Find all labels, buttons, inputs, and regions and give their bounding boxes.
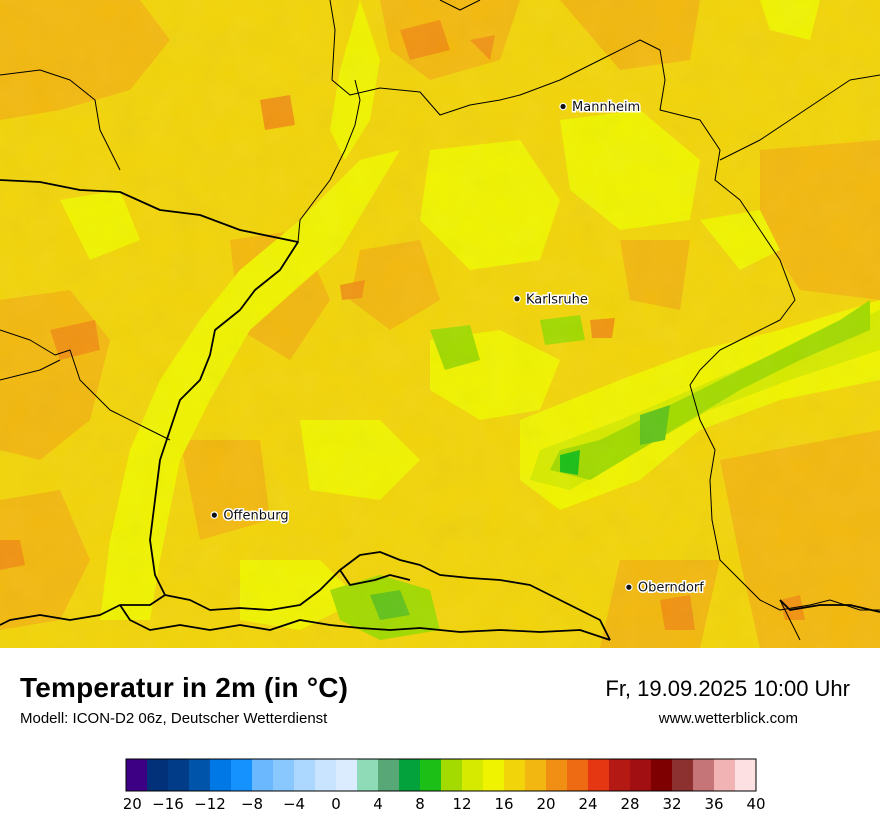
legend-swatch xyxy=(252,759,274,791)
city-label: Oberndorf xyxy=(638,581,704,596)
legend-swatch xyxy=(609,759,631,791)
legend-tick-label: −12 xyxy=(194,795,226,813)
legend-swatch xyxy=(357,759,379,791)
legend-swatch xyxy=(378,759,400,791)
legend-swatch xyxy=(567,759,589,791)
legend-tick-label: −8 xyxy=(241,795,263,813)
temperature-map[interactable]: MannheimMannheimMosbachMosbachHeilbronnH… xyxy=(0,0,880,648)
legend-swatch xyxy=(588,759,610,791)
legend-swatch xyxy=(714,759,736,791)
legend-swatch xyxy=(168,759,190,791)
legend-tick-label: 12 xyxy=(452,795,471,813)
legend-tick-label: 40 xyxy=(746,795,765,813)
temp-field-texture xyxy=(0,0,880,648)
legend-swatch xyxy=(483,759,505,791)
city-label-halo: Offenburg xyxy=(223,509,288,524)
legend-swatch xyxy=(210,759,232,791)
legend-swatch xyxy=(399,759,421,791)
city-label: Karlsruhe xyxy=(526,292,588,307)
legend-tick-label: 4 xyxy=(373,795,383,813)
map-title: Temperatur in 2m (in °C) xyxy=(20,672,349,703)
legend-tick-label: −20 xyxy=(124,795,142,813)
legend-swatch xyxy=(315,759,337,791)
city-label-halo: Oberndorf xyxy=(638,581,704,596)
color-legend: −20 −16 −12 −8 −4 0 4 8 12 16 20 24 28 32 36 40 xyxy=(124,758,766,813)
legend-swatch xyxy=(651,759,673,791)
legend-tick-label: 0 xyxy=(331,795,341,813)
legend-swatch xyxy=(441,759,463,791)
legend-swatch xyxy=(504,759,526,791)
legend-tick-label: 24 xyxy=(578,795,597,813)
city-label: Mannheim xyxy=(572,100,640,115)
legend-tick-label: 8 xyxy=(415,795,425,813)
city-label-halo: Mannheim xyxy=(572,100,640,115)
legend-swatch xyxy=(462,759,484,791)
legend-swatch xyxy=(525,759,547,791)
legend-swatch xyxy=(294,759,316,791)
legend-swatch xyxy=(693,759,715,791)
city-label-halo: Karlsruhe xyxy=(526,292,588,307)
legend-tick-label: 20 xyxy=(536,795,555,813)
city-dot xyxy=(625,583,633,592)
legend-tick-label: 32 xyxy=(662,795,681,813)
legend-swatch xyxy=(231,759,253,791)
city-markers: MannheimMannheimMosbachMosbachHeilbronnH… xyxy=(210,99,706,597)
legend-tick-label: 28 xyxy=(620,795,639,813)
legend-tick-label: −4 xyxy=(283,795,305,813)
city-dot xyxy=(513,294,521,303)
legend-swatch xyxy=(735,759,757,791)
legend-swatch xyxy=(420,759,442,791)
legend-tick-label: 16 xyxy=(494,795,513,813)
website-link[interactable]: www.wetterblick.com xyxy=(658,710,798,727)
model-source: Modell: ICON-D2 06z, Deutscher Wetterdie… xyxy=(20,710,328,727)
city-dot xyxy=(559,102,567,111)
map-footer: Temperatur in 2m (in °C) Modell: ICON-D2… xyxy=(0,648,880,830)
legend-swatch xyxy=(273,759,295,791)
city-label: Offenburg xyxy=(223,509,288,524)
legend-swatch xyxy=(147,759,169,791)
legend-swatch xyxy=(126,759,148,791)
legend-outline xyxy=(125,758,757,792)
country-borders xyxy=(0,179,880,641)
legend-tick-label: −16 xyxy=(152,795,184,813)
city-dot xyxy=(210,511,219,519)
forecast-datetime: Fr, 19.09.2025 10:00 Uhr xyxy=(605,676,850,701)
legend-swatch xyxy=(672,759,694,791)
legend-swatch xyxy=(189,759,211,791)
legend-swatch xyxy=(630,759,652,791)
legend-tick-label: 36 xyxy=(704,795,723,813)
legend-swatch xyxy=(546,759,568,791)
legend-swatch xyxy=(336,759,358,791)
